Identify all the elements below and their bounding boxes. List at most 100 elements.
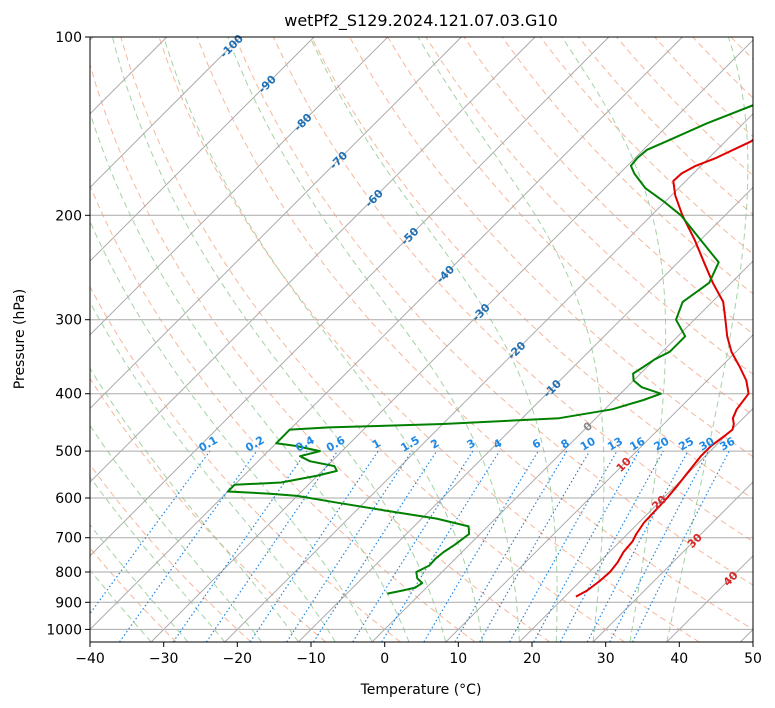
mixing-ratio-line [454,450,568,642]
mixing-ratio-line [533,450,640,642]
y-tick-label: 900 [55,595,82,611]
plot-area [90,37,775,642]
isotherm-line [298,186,753,642]
mixing-ratio-line [423,450,539,642]
moist-adiabat [90,524,189,642]
plot-frame [89,36,754,643]
isotherm-line [592,481,753,642]
dry-adiabat [90,463,252,642]
sounding-series [226,104,753,598]
isotherm-label: 20 [649,493,669,513]
moist-adiabat [90,424,263,642]
isotherm-line [90,37,241,189]
dry-adiabat [539,37,753,255]
y-tick-label: 300 [55,313,82,329]
y-tick-label: 100 [55,30,82,46]
reference-annotations: 0.1 0.2 0.4 0.6 1 1.5 2 3 4 6 8 10 13 16 20 25 30 36-100-… [196,32,740,589]
isotherm-label: -100 [217,32,246,61]
moist-adiabat [417,37,605,642]
isotherm-line [90,37,683,631]
y-tick-label: 400 [55,387,82,403]
x-tick-label: 0 [380,651,389,667]
mixing-ratio-line [352,450,474,642]
isotherm-line [90,37,389,336]
moist-adiabat [90,111,410,642]
dry-adiabat [463,37,753,335]
isotherm-line [150,39,753,642]
dry-adiabat [272,37,753,543]
y-axis-label: Pressure (hPa) [12,289,28,389]
mixing-ratio-label: 4 [491,436,504,451]
mixing-ratio-line [381,450,501,642]
isotherm-line [740,628,753,642]
mixing-ratio-line [312,450,438,642]
moist-adiabats [90,37,749,642]
moist-adiabat [227,37,520,642]
dry-adiabat [90,184,476,642]
dry-adiabat [120,37,625,642]
y-tick-label: 600 [55,491,82,507]
dry-adiabat [578,37,753,216]
dewpoint-line [226,104,753,595]
x-tick-label: −10 [296,651,326,667]
y-tick-label: 200 [55,208,82,224]
isotherm-line [519,407,753,642]
chart-title: wetPf2_S129.2024.121.07.03.G10 [284,11,558,31]
x-tick-label: −20 [223,651,253,667]
y-tick-label: 800 [55,565,82,581]
dry-adiabats [90,37,775,642]
x-tick-label: −40 [75,651,105,667]
dry-adiabat [196,37,753,630]
moist-adiabat [112,37,447,642]
dry-adiabat [349,37,753,458]
dry-adiabat [654,37,753,138]
x-tick-label: 20 [523,651,541,667]
isotherm-line [90,37,536,483]
mixing-ratio-label: 2 [428,437,441,452]
mixing-ratio-line [286,450,413,642]
isotherm-line [90,37,315,262]
moist-adiabat [90,301,336,642]
dry-adiabat [311,37,753,500]
moist-adiabat [90,476,226,642]
mixing-ratio-line [119,450,258,642]
x-tick-label: 40 [670,651,688,667]
dry-adiabat [90,377,327,642]
x-tick-label: 30 [597,651,615,667]
moist-adiabat [309,37,558,642]
y-tick-label: 700 [55,531,82,547]
dry-adiabat [158,37,700,642]
dry-adiabat [769,37,775,642]
mixing-ratio-line [205,450,338,642]
mixing-ratio-line [90,450,211,615]
pressure-gridlines [90,37,753,630]
mixing-ratio-line [632,450,730,642]
moist-adiabat [666,37,749,642]
dry-adiabat [234,37,753,586]
isotherm-line [445,334,753,642]
isotherm-line [371,260,753,642]
x-tick-label: 50 [744,651,762,667]
y-tick-label: 500 [55,444,82,460]
dry-adiabat [501,37,753,295]
dry-adiabat [692,37,753,99]
mixing-ratio-line [172,450,308,642]
moist-adiabat [90,569,152,642]
isotherms [90,37,753,642]
isotherm-label: -80 [291,111,314,134]
x-axis-label: Temperature (°C) [360,682,482,698]
temperature-line [575,138,753,598]
mixing-ratio-line [586,450,689,642]
mixing-ratio-lines [90,450,730,642]
mixing-ratio-line [509,450,618,642]
isotherm-label: -10 [541,377,564,400]
x-tick-label: 10 [449,651,467,667]
moist-adiabat [163,37,484,642]
moist-adiabat [90,220,373,642]
moist-adiabat [561,37,667,642]
isotherm-line [90,37,462,410]
dry-adiabat [90,62,551,642]
y-tick-label: 1000 [46,622,82,638]
